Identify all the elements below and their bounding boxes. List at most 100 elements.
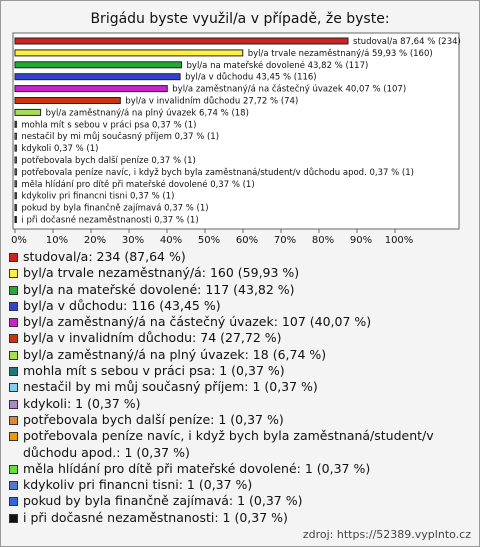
legend-swatch (9, 318, 18, 328)
bar (14, 97, 121, 104)
x-tick-label: 60% (236, 235, 258, 246)
legend-label: potřebovala bych další peníze: 1 (0,37 %… (23, 411, 284, 427)
value-label: 59,93 % (160) (372, 48, 433, 58)
bar-label: pokud by byla finančně zajímavá 0,37 % (… (21, 202, 208, 213)
legend-item: pokud by byla finančně zajímavá: 1 (0,37… (9, 493, 469, 509)
legend-label: byl/a na mateřské dovolené: 117 (43,82 %… (23, 281, 295, 297)
legend-swatch (9, 513, 18, 523)
bar (14, 180, 17, 188)
legend-swatch (9, 301, 18, 311)
value-label: 87,64 % (234) (400, 37, 461, 47)
bar-label: mohla mít s sebou v práci psa 0,37 % (1) (21, 120, 196, 130)
chart: Brigádu byste využil/a v případě, že bys… (11, 11, 461, 246)
x-tick-label: 90% (350, 235, 372, 246)
legend-item: byl/a trvale nezaměstnaný/á: 160 (59,93 … (9, 265, 469, 281)
legend-swatch (9, 399, 18, 409)
value-label: 0,37 % (1) (210, 179, 254, 189)
category-label: potřebovala bych další peníze (21, 155, 148, 166)
legend-item: potřebovala bych další peníze: 1 (0,37 %… (9, 412, 469, 428)
value-label: 27,72 % (74) (243, 96, 298, 106)
legend-swatch (9, 367, 18, 377)
x-tick-label: 10% (46, 235, 68, 246)
bar-label: kdykoliv pri financni tisni 0,37 % (1) (21, 191, 174, 201)
value-label: 43,82 % (117) (308, 60, 369, 70)
chart-title: Brigádu byste využil/a v případě, že bys… (90, 11, 389, 27)
legend-item: mohla mít s sebou v práci psa: 1 (0,37 %… (9, 363, 469, 379)
bar-label: byl/a zaměstnaný/á na plný úvazek 6,74 %… (46, 108, 249, 118)
bar (14, 144, 17, 152)
value-label: 0,37 % (1) (164, 203, 208, 213)
bar (14, 120, 17, 128)
legend-swatch (9, 497, 18, 507)
value-label: 0,37 % (1) (369, 167, 413, 177)
legend-label: měla hlídání pro dítě při mateřské dovol… (23, 460, 371, 476)
x-tick-label: 100% (385, 235, 414, 246)
bar-label: byl/a v důchodu 43,45 % (116) (185, 71, 316, 82)
category-label: byl/a zaměstnaný/á na plný úvazek (46, 108, 197, 118)
bar (14, 168, 17, 176)
value-label: 0,37 % (1) (130, 191, 174, 201)
category-label: byl/a v důchodu (185, 71, 253, 82)
value-label: 40,07 % (107) (345, 84, 406, 94)
legend-item: byl/a v invalidním důchodu: 74 (27,72 %) (9, 330, 469, 346)
bar (14, 108, 42, 116)
legend-label: pokud by byla finančně zajímavá: 1 (0,37… (23, 493, 303, 509)
legend-swatch (9, 464, 18, 474)
x-tick-label: 40% (160, 235, 182, 246)
category-label: měla hlídání pro dítě při mateřské dovol… (21, 178, 207, 189)
legend-item: byl/a zaměstnaný/á na částečný úvazek: 1… (9, 314, 469, 330)
category-label: studoval/a (353, 37, 397, 47)
legend-label: byl/a trvale nezaměstnaný/á: 160 (59,93 … (23, 265, 300, 281)
source: zdroj: https://52389.vyplnto.cz (302, 528, 471, 541)
legend-label: studoval/a: 234 (87,64 %) (23, 249, 186, 264)
bar (14, 132, 17, 140)
category-label: byl/a v invalidním důchodu (125, 95, 240, 106)
legend-swatch (9, 415, 18, 425)
legend-label: byl/a v invalidním důchodu: 74 (27,72 %) (23, 330, 282, 346)
legend-label: mohla mít s sebou v práci psa: 1 (0,37 %… (23, 363, 285, 379)
legend-swatch (9, 383, 18, 393)
legend-item: kdykoli: 1 (0,37 %) (9, 396, 469, 412)
category-label: pokud by byla finančně zajímavá (21, 202, 161, 213)
legend-item: i při dočasné nezaměstnanosti: 1 (0,37 %… (9, 510, 469, 526)
bar (14, 37, 349, 45)
legend-item: byl/a na mateřské dovolené: 117 (43,82 %… (9, 282, 469, 298)
legend-item: měla hlídání pro dítě při mateřské dovol… (9, 461, 469, 477)
legend-swatch (9, 350, 18, 360)
legend-label: kdykoli: 1 (0,37 %) (23, 395, 141, 411)
legend-swatch (9, 334, 18, 344)
legend-swatch (9, 432, 18, 442)
bar-label: byl/a na mateřské dovolené 43,82 % (117) (187, 59, 369, 70)
category-label: mohla mít s sebou v práci psa (21, 120, 149, 130)
x-tick-label: 70% (274, 235, 296, 246)
legend-item: nestačil by mi můj současný příjem: 1 (0… (9, 379, 469, 395)
bar-label: potřebovala bych další peníze 0,37 % (1) (21, 155, 195, 166)
bar (14, 192, 17, 200)
legend-swatch (9, 253, 18, 262)
bar-label: byl/a zaměstnaný/á na částečný úvazek 40… (172, 83, 406, 94)
value-label: 0,37 % (1) (175, 132, 219, 142)
bar (14, 61, 183, 69)
bar-label: byl/a trvale nezaměstnaný/á 59,93 % (160… (248, 48, 433, 58)
legend-item: byl/a zaměstnaný/á na plný úvazek: 18 (6… (9, 347, 469, 363)
value-label: 0,37 % (1) (54, 144, 98, 154)
category-label: byl/a trvale nezaměstnaný/á (248, 48, 370, 58)
bar (14, 156, 17, 164)
bar (14, 49, 244, 57)
bar-label: měla hlídání pro dítě při mateřské dovol… (21, 178, 254, 189)
legend-label: byl/a v důchodu: 116 (43,45 %) (23, 297, 221, 313)
value-label: 6,74 % (18) (199, 108, 249, 118)
category-label: i při dočasné nezaměstnanosti (21, 214, 151, 225)
bar-label: potřebovala peníze navíc, i když bych by… (21, 166, 414, 177)
bar (14, 85, 168, 93)
legend-label: potřebovala peníze navíc, i když bych by… (23, 428, 434, 460)
category-label: byl/a zaměstnaný/á na částečný úvazek (172, 83, 343, 94)
value-label: 0,37 % (1) (152, 120, 196, 130)
value-label: 0,37 % (1) (154, 215, 198, 225)
legend-item: studoval/a: 234 (87,64 %) (9, 249, 469, 265)
value-label: 43,45 % (116) (256, 72, 317, 82)
bar-label: studoval/a 87,64 % (234) (353, 37, 461, 47)
legend-label: nestačil by mi můj současný příjem: 1 (0… (23, 379, 318, 395)
legend-item: kdykoliv pri financni tisni: 1 (0,37 %) (9, 477, 469, 493)
